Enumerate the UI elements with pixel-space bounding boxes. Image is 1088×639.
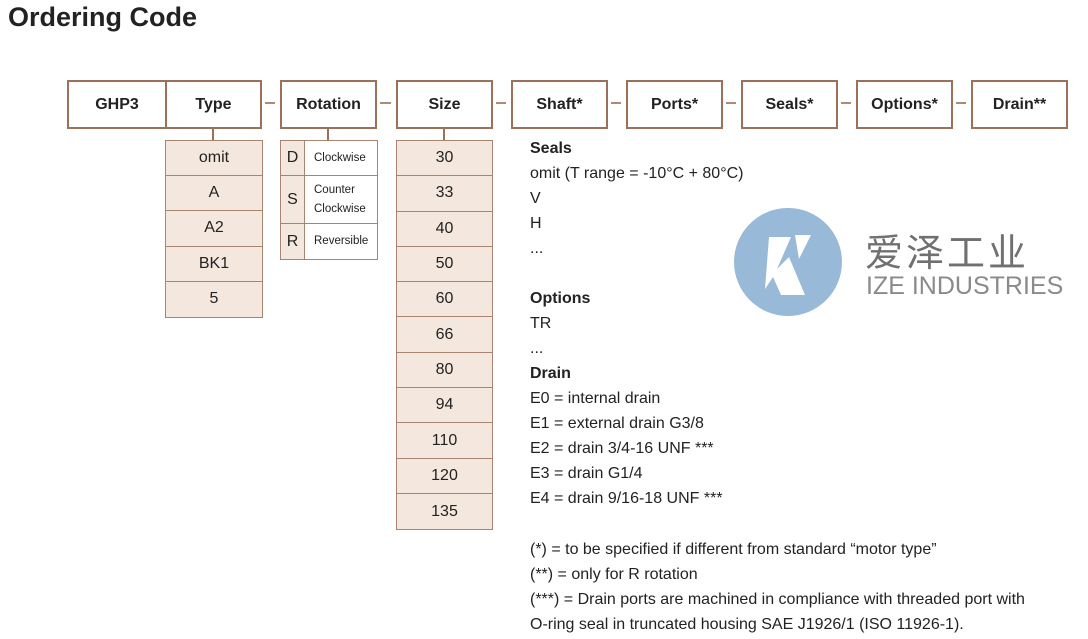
option-cell: omit	[166, 141, 262, 177]
option-cell: 110	[397, 423, 492, 459]
list-item: E1 = external drain G3/8	[530, 415, 704, 432]
option-cell: 40	[397, 212, 492, 247]
list-item: E4 = drain 9/16-18 UNF ***	[530, 490, 723, 507]
dash-separator	[380, 102, 391, 104]
option-cell: 50	[397, 247, 492, 283]
rotation-label: Reversible	[305, 224, 377, 259]
option-cell: A2	[166, 211, 262, 247]
footnote: (***) = Drain ports are machined in comp…	[530, 590, 1025, 608]
dash-separator	[841, 102, 851, 104]
option-cell: 94	[397, 388, 492, 424]
header-box: Drain**	[971, 80, 1068, 129]
option-cell: BK1	[166, 247, 262, 282]
dash-separator	[265, 102, 275, 104]
header-box: Size	[396, 80, 493, 129]
list-item: E0 = internal drain	[530, 390, 661, 407]
list-item: omit (T range = -10°C + 80°C)	[530, 165, 744, 182]
section-heading: Seals	[530, 140, 572, 157]
header-box: Type	[165, 80, 262, 129]
option-cell: 30	[397, 141, 492, 177]
section-heading: Drain	[530, 365, 571, 382]
header-box: Options*	[856, 80, 953, 129]
rotation-label: Clockwise	[305, 141, 377, 175]
option-cell: 5	[209, 290, 219, 308]
dash-separator	[611, 102, 621, 104]
option-cell: 135	[431, 502, 458, 520]
rotation-label: Counter Clockwise	[305, 176, 377, 223]
connector	[327, 127, 329, 140]
option-cell: 80	[397, 353, 492, 389]
dash-separator	[956, 102, 966, 104]
list-item: ...	[530, 340, 544, 357]
rotation-code: D	[281, 141, 305, 175]
list-item: ...	[530, 240, 544, 257]
option-cell: 33	[397, 176, 492, 212]
option-cell: 66	[397, 317, 492, 353]
dash-separator	[726, 102, 736, 104]
watermark-cn: 爱泽工业	[865, 233, 1030, 275]
header-box: Seals*	[741, 80, 838, 129]
rotation-column: D Clockwise S Counter Clockwise R Reversible	[280, 140, 378, 260]
header-box: GHP3	[67, 80, 167, 129]
size-column: 30 33 40 50 60 66 80 94 110 120 135	[396, 140, 493, 530]
list-item: TR	[530, 315, 552, 332]
watermark-logo	[733, 207, 843, 322]
watermark-en: IZE INDUSTRIES	[866, 272, 1064, 300]
header-box: Ports*	[626, 80, 723, 129]
option-cell: A	[166, 176, 262, 212]
option-cell: 120	[397, 459, 492, 494]
connector	[212, 127, 214, 140]
footnote: O-ring seal in truncated housing SAE J19…	[530, 615, 964, 633]
section-heading: Options	[530, 290, 591, 307]
footnote: (**) = only for R rotation	[530, 565, 698, 583]
footnote: (*) = to be specified if different from …	[530, 540, 937, 558]
ize-logo-icon	[734, 208, 842, 316]
rotation-code: R	[281, 224, 305, 259]
header-box: Shaft*	[511, 80, 608, 129]
rotation-code: S	[281, 176, 305, 223]
page-title: Ordering Code	[8, 2, 198, 32]
type-column: omit A A2 BK1 5	[165, 140, 263, 318]
option-cell: 60	[397, 282, 492, 318]
rotation-row: R Reversible	[281, 224, 377, 259]
list-item: E2 = drain 3/4-16 UNF ***	[530, 440, 714, 457]
rotation-row: S Counter Clockwise	[281, 176, 377, 224]
rotation-row: D Clockwise	[281, 141, 377, 176]
list-item: H	[530, 215, 542, 232]
list-item: E3 = drain G1/4	[530, 465, 643, 482]
list-item: V	[530, 190, 541, 207]
connector	[443, 127, 445, 140]
header-box: Rotation	[280, 80, 377, 129]
dash-separator	[496, 102, 506, 104]
